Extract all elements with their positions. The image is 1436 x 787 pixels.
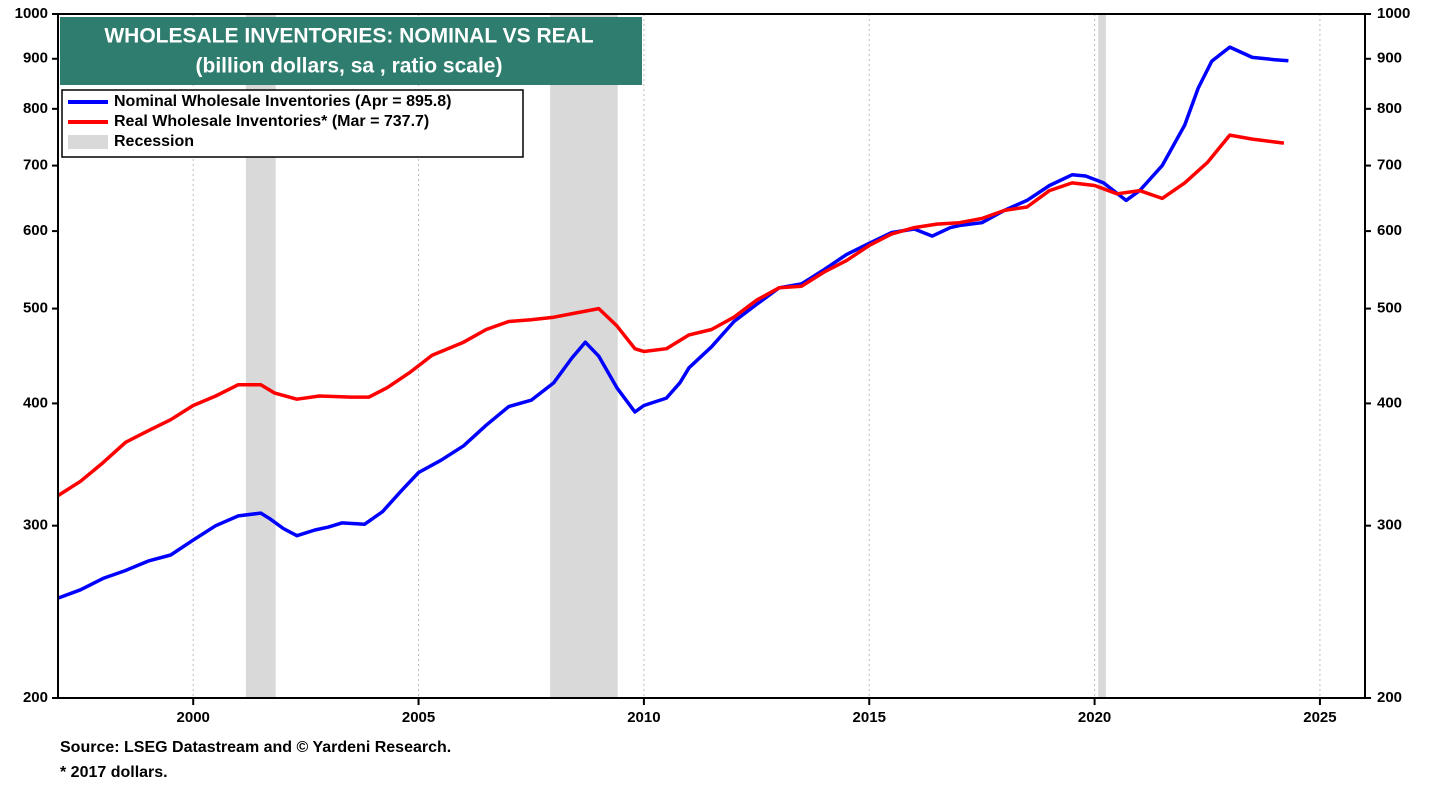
legend-label: Nominal Wholesale Inventories (Apr = 895… — [114, 93, 451, 110]
y-tick-label: 200 — [23, 689, 48, 706]
y-tick-label: 600 — [23, 222, 48, 239]
y2-tick-label: 400 — [1377, 394, 1402, 411]
y-tick-label: 800 — [23, 100, 48, 117]
series-line — [57, 45, 1289, 600]
recession-band — [1098, 14, 1106, 698]
x-tick-label: 2015 — [853, 709, 886, 726]
chart-subtitle: (billion dollars, sa , ratio scale) — [196, 55, 503, 78]
recession-band — [550, 14, 618, 698]
y2-tick-label: 200 — [1377, 689, 1402, 706]
y-tick-label: 700 — [23, 157, 48, 174]
y2-tick-label: 1000 — [1377, 5, 1410, 22]
plot-frame — [57, 13, 1366, 699]
source: Source: LSEG Datastream and © Yardeni Re… — [60, 739, 451, 756]
y2-tick-label: 600 — [1377, 222, 1402, 239]
x-tick-label: 2010 — [627, 709, 660, 726]
y-tick-label: 1000 — [15, 5, 48, 22]
x-tick-label: 2000 — [177, 709, 210, 726]
y-tick-label: 400 — [23, 394, 48, 411]
y-tick-label: 900 — [23, 50, 48, 67]
title-box — [60, 17, 642, 85]
y2-tick-label: 700 — [1377, 157, 1402, 174]
x-tick-label: 2025 — [1303, 709, 1336, 726]
legend-swatch — [68, 135, 108, 149]
legend-label: Recession — [114, 133, 194, 150]
y-tick-label: 500 — [23, 300, 48, 317]
x-tick-label: 2005 — [402, 709, 435, 726]
legend-items: Nominal Wholesale Inventories (Apr = 895… — [68, 93, 451, 150]
x-tick-label: 2020 — [1078, 709, 1111, 726]
y2-tick-label: 900 — [1377, 50, 1402, 67]
legend — [61, 89, 524, 158]
lines-layer — [57, 45, 1289, 600]
y2-tick-label: 500 — [1377, 300, 1402, 317]
chart-title: WHOLESALE INVENTORIES: NOMINAL VS REAL — [104, 25, 593, 48]
legend-label: Real Wholesale Inventories* (Mar = 737.7… — [114, 113, 429, 130]
y2-tick-label: 800 — [1377, 100, 1402, 117]
y-tick-label: 300 — [23, 517, 48, 534]
series-line — [57, 133, 1285, 498]
y2-tick-label: 300 — [1377, 517, 1402, 534]
note: * 2017 dollars. — [60, 764, 168, 781]
